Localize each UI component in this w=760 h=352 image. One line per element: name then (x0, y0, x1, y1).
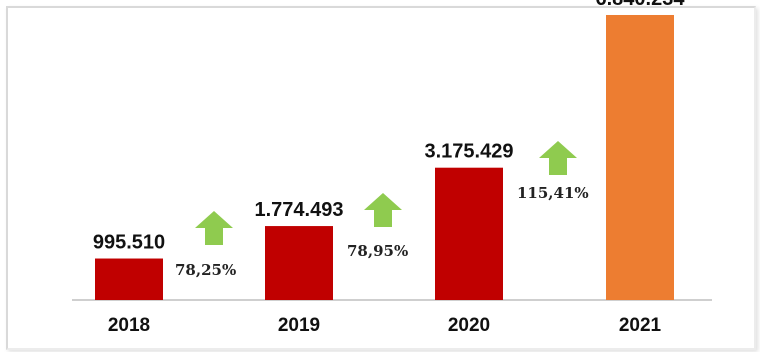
tick-label-2019: 2019 (278, 315, 320, 336)
growth-arrow-icon (364, 193, 402, 227)
tick-label-2021: 2021 (619, 315, 662, 336)
bar-2019 (265, 226, 333, 300)
growth-arrow-icon (195, 211, 233, 245)
value-label-2021: 6.840.234 (596, 0, 686, 10)
value-label-2018: 995.510 (93, 232, 165, 254)
growth-label-2019: 78,25% (175, 261, 236, 279)
bar-2018 (95, 258, 163, 300)
growth-label-2021: 115,41% (517, 184, 589, 202)
tick-label-2020: 2020 (448, 315, 490, 336)
bar-2021 (606, 14, 674, 301)
value-label-2020: 3.175.429 (425, 141, 514, 163)
bar-2020 (435, 167, 503, 300)
growth-arrow-icon (539, 141, 577, 175)
value-label-2019: 1.774.493 (255, 199, 344, 221)
growth-label-2020: 78,95% (347, 242, 408, 260)
tick-label-2018: 2018 (108, 315, 150, 336)
chart-border (6, 6, 756, 350)
